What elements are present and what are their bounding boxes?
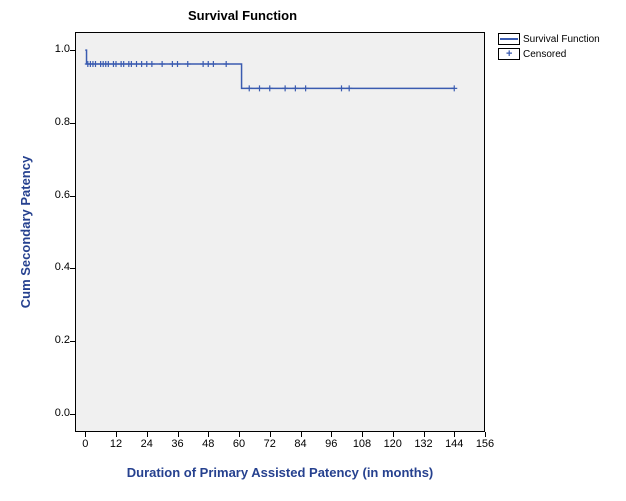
legend-label-survival: Survival Function [523,34,600,45]
legend-item-survival: Survival Function [498,32,600,46]
censored-marker [149,61,155,67]
y-tick-label: 0.0 [42,407,70,419]
censored-marker [169,61,175,67]
x-tick-mark [85,432,86,437]
chart-svg [75,32,485,432]
x-tick-label: 72 [256,438,284,450]
x-tick-label: 96 [317,438,345,450]
x-tick-label: 48 [194,438,222,450]
survival-step-line [85,50,454,88]
x-tick-mark [116,432,117,437]
x-tick-label: 36 [164,438,192,450]
x-tick-label: 144 [440,438,468,450]
censored-marker [451,85,457,91]
x-tick-mark [301,432,302,437]
legend-label-censored: Censored [523,49,566,60]
y-tick-label: 0.2 [42,334,70,346]
censored-marker [134,61,140,67]
x-tick-mark [208,432,209,437]
x-tick-mark [393,432,394,437]
censored-marker [185,61,191,67]
censored-marker [139,61,145,67]
y-axis-label: Cum Secondary Patency [18,32,38,432]
censored-marker [223,61,229,67]
x-tick-label: 132 [410,438,438,450]
censored-marker [210,61,216,67]
censored-marker [200,61,206,67]
censored-marker [339,85,345,91]
y-tick-label: 0.6 [42,189,70,201]
legend: Survival Function + Censored [498,32,600,62]
censored-marker [267,85,273,91]
x-tick-label: 156 [471,438,499,450]
censored-marker [144,61,150,67]
censored-marker [205,61,211,67]
censored-marker [257,85,263,91]
censored-marker [246,85,252,91]
y-tick-label: 0.4 [42,261,70,273]
chart-title: Survival Function [0,8,485,23]
legend-swatch-plus: + [498,48,520,60]
censored-marker [292,85,298,91]
y-tick-mark [70,341,75,342]
x-tick-mark [239,432,240,437]
y-tick-label: 0.8 [42,116,70,128]
x-tick-label: 120 [379,438,407,450]
y-tick-label: 1.0 [42,43,70,55]
y-tick-mark [70,123,75,124]
censored-marker [175,61,181,67]
x-axis-label: Duration of Primary Assisted Patency (in… [75,465,485,480]
y-tick-mark [70,268,75,269]
x-tick-mark [454,432,455,437]
x-tick-mark [270,432,271,437]
x-tick-mark [178,432,179,437]
censored-marker [159,61,165,67]
x-tick-label: 108 [348,438,376,450]
x-tick-label: 84 [287,438,315,450]
censored-marker [346,85,352,91]
x-tick-mark [362,432,363,437]
censored-marker [282,85,288,91]
legend-swatch-line [498,33,520,45]
y-tick-mark [70,414,75,415]
censored-marker [303,85,309,91]
x-tick-mark [331,432,332,437]
x-tick-mark [424,432,425,437]
chart-container: Survival Function Cum Secondary Patency … [0,0,626,501]
y-tick-mark [70,50,75,51]
x-tick-label: 24 [133,438,161,450]
x-tick-mark [147,432,148,437]
x-tick-mark [485,432,486,437]
x-tick-label: 12 [102,438,130,450]
x-tick-label: 0 [71,438,99,450]
plot-frame [75,32,485,432]
x-tick-label: 60 [225,438,253,450]
legend-item-censored: + Censored [498,47,600,61]
y-tick-mark [70,196,75,197]
plus-icon: + [506,48,512,60]
line-icon [500,38,518,40]
